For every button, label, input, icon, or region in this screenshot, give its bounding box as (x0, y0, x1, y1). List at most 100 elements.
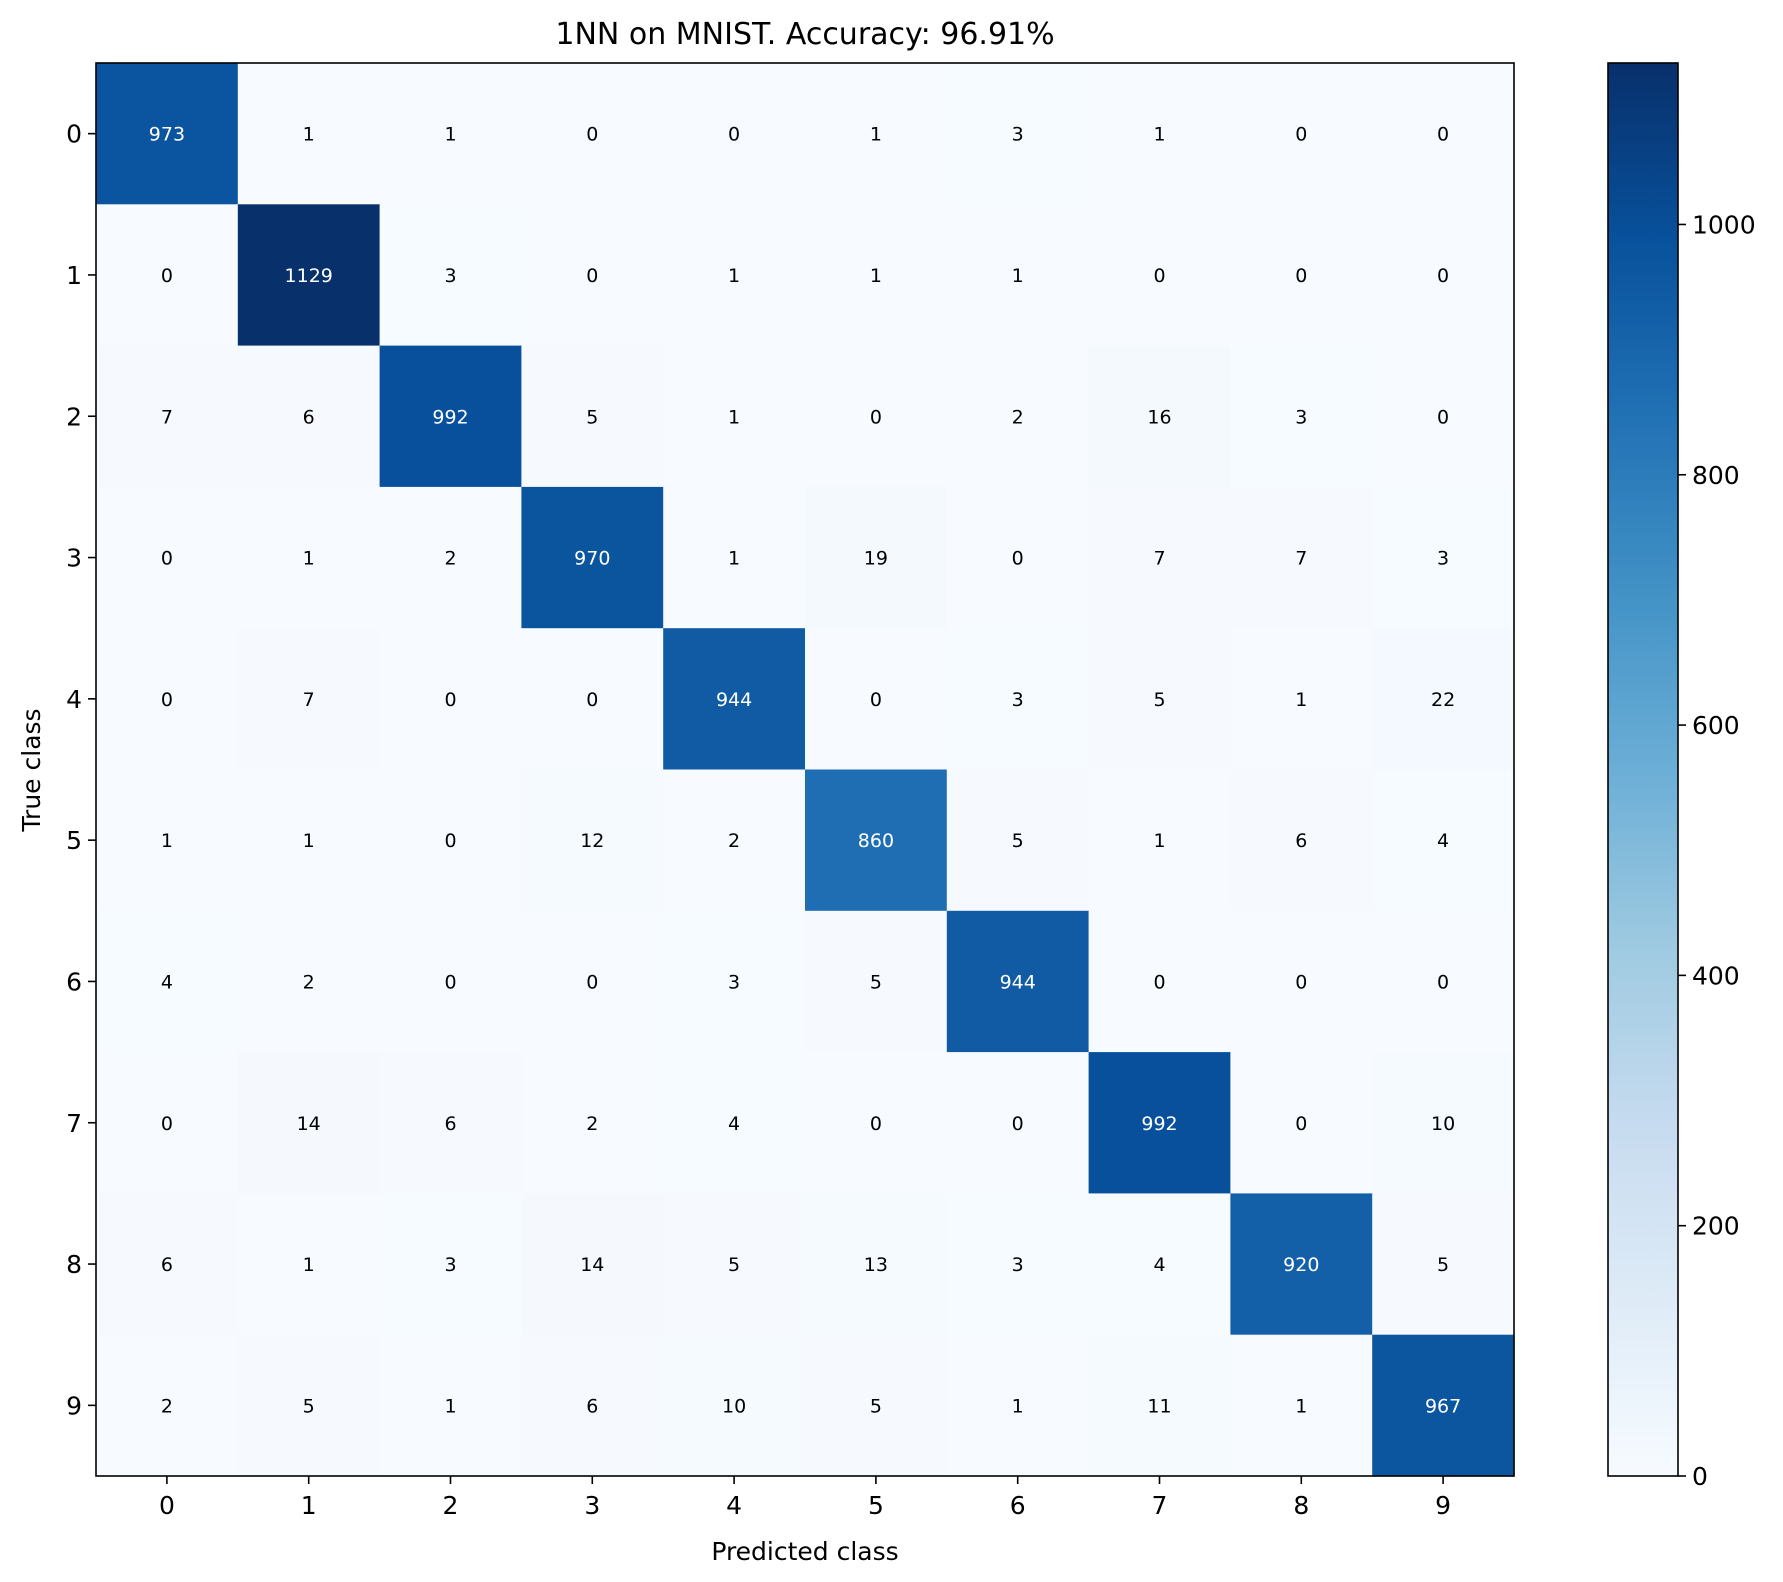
x-tick-label: 8 (1293, 1491, 1309, 1520)
heatmap-cell (1230, 1052, 1373, 1194)
heatmap-cell-labels: 973 1 1 0 0 1 3 1 0 00 1129 3 0 1 1 1 0 0 07 6 992 5 1 0 2 16 3 00 1… (149, 124, 1461, 1418)
heatmap-cell-value: 2 (161, 1395, 173, 1417)
heatmap-cell (663, 1334, 806, 1477)
y-tick-label: 1 (66, 261, 82, 290)
heatmap-cell-value: 3 (1012, 1254, 1024, 1276)
heatmap-cell-value: 11 (1147, 1395, 1171, 1417)
heatmap-cell-value: 3 (1295, 406, 1307, 428)
heatmap-cell (379, 345, 522, 488)
heatmap-cell (237, 204, 381, 347)
heatmap-cell-value: 10 (722, 1395, 746, 1417)
colorbar-tick-label: 1000 (1692, 210, 1756, 239)
y-axis-ticks: 0 1 2 3 4 5 6 7 8 9 (66, 120, 96, 1420)
y-tick-label: 8 (66, 1250, 82, 1279)
heatmap-cell (379, 1334, 522, 1477)
heatmap-cell-value: 7 (1153, 548, 1165, 570)
heatmap-cell (379, 63, 522, 205)
heatmap-cell (237, 486, 381, 629)
heatmap-cell-value: 1 (1153, 124, 1165, 146)
heatmap-cell (521, 486, 664, 629)
heatmap-cell (521, 910, 664, 1053)
heatmap-cell (1230, 204, 1373, 347)
heatmap-cell (521, 1193, 664, 1336)
heatmap-cell (946, 63, 1090, 205)
heatmap-cell-value: 0 (1153, 265, 1165, 287)
heatmap-cell-value: 1 (1295, 1395, 1307, 1417)
heatmap-cell (1230, 486, 1373, 629)
heatmap-cell-value: 7 (161, 406, 173, 428)
heatmap-cell-value: 860 (858, 830, 894, 852)
heatmap-cell-value: 4 (1153, 1254, 1165, 1276)
heatmap-cell (237, 63, 381, 205)
heatmap-cell (805, 769, 948, 912)
heatmap-cell (379, 486, 522, 629)
heatmap-cell-value: 0 (586, 124, 598, 146)
heatmap-cell (379, 1052, 522, 1194)
heatmap-cell-value: 0 (586, 971, 598, 993)
y-tick-label: 2 (66, 402, 82, 431)
heatmap-cell-value: 5 (870, 971, 882, 993)
y-tick-label: 7 (66, 1109, 82, 1138)
heatmap-cell-value: 0 (444, 689, 456, 711)
heatmap-cell-value: 2 (444, 548, 456, 570)
heatmap-cell (96, 769, 239, 912)
y-axis-label: True class (17, 708, 46, 832)
heatmap-cell (96, 204, 239, 347)
heatmap-cell-value: 2 (728, 830, 740, 852)
heatmap-cell (805, 63, 948, 205)
heatmap-cell-value: 0 (870, 1113, 882, 1135)
heatmap-cell-value: 1 (1153, 830, 1165, 852)
heatmap-cell-value: 967 (1425, 1395, 1461, 1417)
heatmap-cell-value: 6 (161, 1254, 173, 1276)
heatmap-cell-value: 973 (149, 124, 185, 146)
heatmap-cell (1088, 345, 1231, 488)
heatmap-cell (521, 1052, 664, 1194)
heatmap-cell (663, 910, 806, 1053)
heatmap-cell (1372, 1193, 1515, 1336)
heatmap-cell-value: 3 (728, 971, 740, 993)
heatmap-cell-value: 6 (586, 1395, 598, 1417)
y-tick-label: 3 (66, 544, 82, 573)
heatmap-cell (96, 1193, 239, 1336)
x-tick-label: 1 (301, 1491, 317, 1520)
heatmap-cell (521, 628, 664, 771)
heatmap-cell-value: 1 (161, 830, 173, 852)
colorbar-ticks: 0 200 400 600 800 1000 (1678, 210, 1756, 1491)
heatmap-cell (96, 1052, 239, 1194)
y-tick-label: 6 (66, 967, 82, 996)
heatmap-cell-value: 0 (1295, 265, 1307, 287)
heatmap-cell (805, 204, 948, 347)
heatmap-cell (1372, 486, 1515, 629)
heatmap-cell (663, 486, 806, 629)
heatmap-cell-value: 1 (728, 548, 740, 570)
heatmap-cell-value: 14 (580, 1254, 604, 1276)
heatmap-cell (96, 628, 239, 771)
heatmap-cell (1088, 769, 1231, 912)
heatmap-cell (521, 63, 664, 205)
heatmap-cell-value: 0 (444, 830, 456, 852)
heatmap-cell-value: 0 (161, 548, 173, 570)
heatmap-cell (805, 1334, 948, 1477)
heatmap-cell (96, 910, 239, 1053)
heatmap-cell-value: 0 (1295, 971, 1307, 993)
heatmap-cell (1372, 1052, 1515, 1194)
heatmap-cell-value: 0 (870, 689, 882, 711)
colorbar-tick-label: 0 (1692, 1462, 1708, 1491)
heatmap-cell-value: 16 (1147, 406, 1171, 428)
x-tick-label: 3 (584, 1491, 600, 1520)
x-tick-label: 4 (726, 1491, 742, 1520)
heatmap-cell (805, 1052, 948, 1194)
heatmap-cell-value: 1 (1295, 689, 1307, 711)
heatmap-cell-value: 0 (1437, 265, 1449, 287)
heatmap-cell (1088, 63, 1231, 205)
heatmap-cell (1372, 628, 1515, 771)
heatmap-cell-value: 1 (303, 548, 315, 570)
heatmap-cell-value: 0 (444, 971, 456, 993)
heatmap-cell-value: 1 (444, 124, 456, 146)
heatmap-cell (1230, 769, 1373, 912)
heatmap-cell-value: 5 (1012, 830, 1024, 852)
heatmap-cell-value: 0 (586, 689, 598, 711)
heatmap-cell (96, 486, 239, 629)
heatmap-cell-value: 5 (1437, 1254, 1449, 1276)
heatmap-cell-value: 3 (1437, 548, 1449, 570)
